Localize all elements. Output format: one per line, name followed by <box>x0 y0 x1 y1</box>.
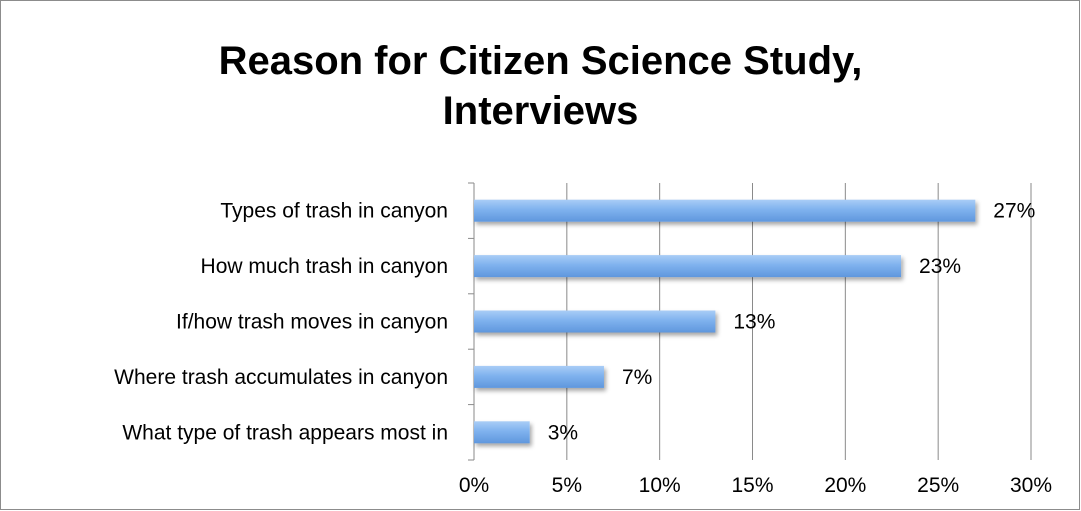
category-label: How much trash in canyon <box>201 255 448 278</box>
category-label: Where trash accumulates in canyon <box>114 366 448 389</box>
data-label: 3% <box>548 421 578 444</box>
data-label: 27% <box>993 200 1035 223</box>
bar <box>474 255 902 278</box>
data-label: 7% <box>622 366 652 389</box>
bar <box>474 199 976 222</box>
data-labels: 27% 23% 13% 7% 3% <box>548 200 1036 445</box>
data-label: 23% <box>919 255 961 278</box>
category-labels: Types of trash in canyon How much trash i… <box>114 200 448 445</box>
chart-title-line-1: Reason for Citizen Science Study, <box>218 39 863 83</box>
x-tick-label: 0% <box>459 474 489 497</box>
x-tick-label: 10% <box>639 474 681 497</box>
category-label: If/how trash moves in canyon <box>176 311 448 334</box>
x-tick-labels: 0% 5% 10% 15% 20% 25% 30% <box>459 474 1052 497</box>
x-tick-label: 20% <box>824 474 866 497</box>
bar <box>474 421 530 444</box>
x-tick-label: 15% <box>731 474 773 497</box>
data-label: 13% <box>733 311 775 334</box>
chart-title: Reason for Citizen Science Study, Interv… <box>0 36 1081 136</box>
chart-title-line-2: Interviews <box>442 89 639 133</box>
x-tick-label: 30% <box>1010 474 1052 497</box>
category-label: Types of trash in canyon <box>220 200 448 223</box>
bar <box>474 365 604 388</box>
x-tick-label: 25% <box>917 474 959 497</box>
x-tick-label: 5% <box>552 474 582 497</box>
y-axis <box>468 182 475 461</box>
category-label: What type of trash appears most in <box>122 421 448 444</box>
bars-group <box>474 199 976 444</box>
bar <box>474 310 716 333</box>
